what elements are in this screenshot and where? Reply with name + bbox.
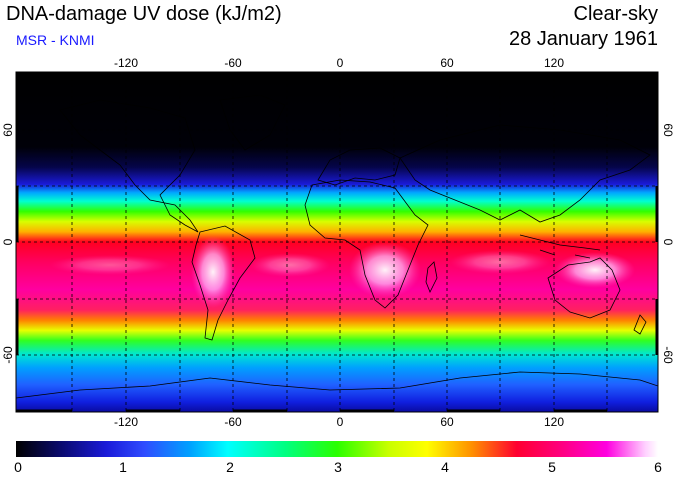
- colorbar-tick: 6: [654, 459, 662, 475]
- lat-label-left: 0: [1, 238, 15, 245]
- coastline-asia: [399, 124, 651, 223]
- lon-label-bottom: 0: [337, 415, 344, 429]
- colorbar-tick: 5: [548, 459, 556, 475]
- coastline-southeast-asia: [519, 234, 601, 259]
- lat-label-right: -60: [661, 346, 675, 364]
- coastline-north-america: [59, 99, 199, 233]
- lon-label-top: 0: [337, 56, 344, 70]
- date-label: 28 January 1961: [508, 28, 658, 50]
- hotspot-south-pacific: [50, 255, 170, 275]
- hotspot-southern-africa: [349, 242, 421, 298]
- hotspot-south-america: [191, 236, 235, 308]
- colorbar-tick: 1: [119, 459, 127, 475]
- lon-label-bottom: 60: [440, 415, 454, 429]
- coastline-greenland: [219, 94, 286, 151]
- data-source-label: MSR - KNMI: [16, 32, 95, 48]
- coastline-africa: [304, 179, 429, 309]
- hotspot-australia: [555, 252, 635, 288]
- coastline-new-zealand: [633, 314, 647, 335]
- sky-condition-label: Clear-sky: [573, 3, 658, 25]
- lat-label-left: 60: [1, 123, 15, 137]
- lon-label-bottom: -60: [224, 415, 242, 429]
- lon-label-bottom: -120: [114, 415, 138, 429]
- coastline-europe: [317, 147, 401, 186]
- hotspot-south-atlantic: [250, 253, 330, 277]
- lon-label-top: 120: [544, 56, 564, 70]
- coastline-south-america: [191, 225, 256, 341]
- coastline-antarctica: [16, 371, 658, 399]
- colorbar: [16, 441, 658, 457]
- lon-label-bottom: 120: [544, 415, 564, 429]
- lat-label-left: -60: [1, 346, 15, 364]
- colorbar-tick: 0: [14, 459, 22, 475]
- lat-label-right: 60: [661, 123, 675, 137]
- lon-label-top: 60: [440, 56, 454, 70]
- lat-label-right: 0: [661, 239, 675, 246]
- lon-label-top: -60: [224, 56, 242, 70]
- colorbar-tick: 4: [441, 459, 449, 475]
- coastlines: [16, 94, 658, 399]
- map-frame: [15, 71, 659, 413]
- map-title: DNA-damage UV dose (kJ/m2): [6, 3, 282, 25]
- coastline-australia: [547, 257, 621, 319]
- colorbar-tick: 3: [334, 459, 342, 475]
- lon-label-top: -120: [114, 56, 138, 70]
- hotspot-indian-ocean: [450, 250, 550, 274]
- colorbar-tick: 2: [226, 459, 234, 475]
- graticule: [16, 72, 658, 412]
- coastline-madagascar: [425, 261, 438, 293]
